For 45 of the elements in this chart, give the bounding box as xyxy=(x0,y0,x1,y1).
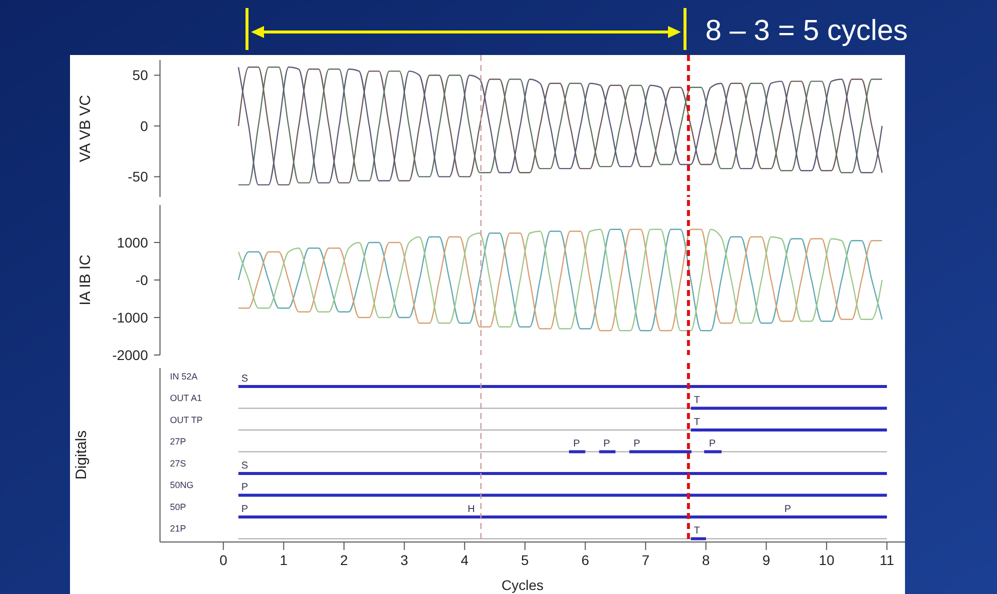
y-tick-label: -2000 xyxy=(112,346,148,363)
x-axis-title: Cycles xyxy=(501,577,544,593)
y-axis-title: Digitals xyxy=(73,430,90,480)
y-tick-label: 1000 xyxy=(116,234,148,250)
text: 8 – 3 = 5 cycles xyxy=(705,15,908,47)
annotation: P xyxy=(241,482,248,494)
y-tick-label: 0 xyxy=(140,118,148,134)
annotation: S xyxy=(241,373,248,384)
x-tick-label: 6 xyxy=(581,552,590,568)
annotation: P xyxy=(573,438,580,450)
annotation: H xyxy=(468,504,475,515)
y-tick-label: 27S xyxy=(170,458,186,468)
annotation: P xyxy=(784,504,792,515)
y-tick-label: OUT TP xyxy=(170,414,203,425)
annotation: P xyxy=(603,438,610,450)
y-tick-label: -1000 xyxy=(112,309,148,326)
annotation: T xyxy=(694,416,700,428)
y-tick-label: IN 52A xyxy=(170,371,198,382)
y-tick-label: 50 xyxy=(132,67,148,84)
y-tick-label: -50 xyxy=(128,168,148,185)
annotation: P xyxy=(634,438,641,450)
x-tick-label: 2 xyxy=(340,552,348,568)
x-tick-label: 10 xyxy=(818,552,835,568)
x-tick-label: 1 xyxy=(280,552,288,568)
y-tick-label: -0 xyxy=(136,272,148,288)
x-tick-label: 4 xyxy=(460,552,469,568)
y-tick-label: 27P xyxy=(170,436,186,447)
annotation: T xyxy=(694,526,700,537)
annotation: S xyxy=(241,460,248,472)
x-tick-label: 11 xyxy=(880,552,894,568)
annotation: P xyxy=(708,438,716,450)
y-tick-label: OUT A1 xyxy=(170,393,202,404)
y-axis-title: IA IB IC xyxy=(77,254,94,306)
annotation: P xyxy=(241,504,248,515)
y-axis-title: VA VB VC xyxy=(77,94,94,162)
x-tick-label: 7 xyxy=(642,552,650,568)
y-tick-label: 50NG xyxy=(170,480,194,490)
x-tick-label: 5 xyxy=(521,552,530,568)
x-tick-label: 0 xyxy=(219,552,228,568)
annotation: T xyxy=(694,395,700,406)
y-tick-label: 50P xyxy=(170,502,186,512)
x-tick-label: 3 xyxy=(400,552,408,568)
x-tick-label: 9 xyxy=(762,552,770,568)
y-tick-label: 21P xyxy=(170,524,186,534)
x-tick-label: 8 xyxy=(702,552,710,568)
